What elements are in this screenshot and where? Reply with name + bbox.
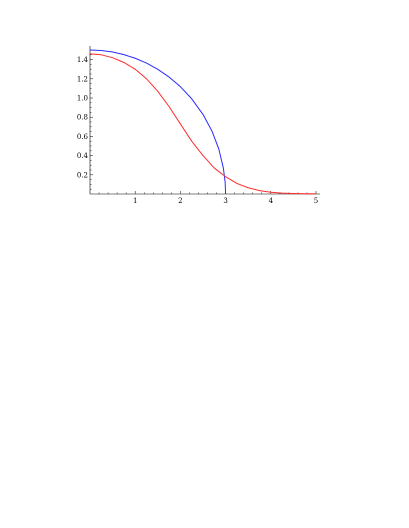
x-tick-label: 3 — [223, 197, 227, 205]
series-line-2 — [89, 53, 317, 195]
y-tick-label: 0.4 — [77, 152, 89, 160]
y-tick-label: 0.6 — [77, 133, 89, 141]
y-tick-label: 1.4 — [77, 56, 89, 64]
series-line-1 — [89, 49, 227, 195]
x-tick-label: 2 — [178, 197, 182, 205]
x-tick-label: 4 — [269, 197, 274, 205]
y-tick-label: 1.0 — [77, 95, 88, 103]
y-tick-label: 0.8 — [77, 114, 88, 122]
y-tick-label: 0.2 — [77, 171, 88, 179]
y-tick-label: 1.2 — [77, 75, 88, 83]
x-tick-label: 1 — [133, 197, 137, 205]
x-tick-label: 5 — [314, 197, 318, 205]
